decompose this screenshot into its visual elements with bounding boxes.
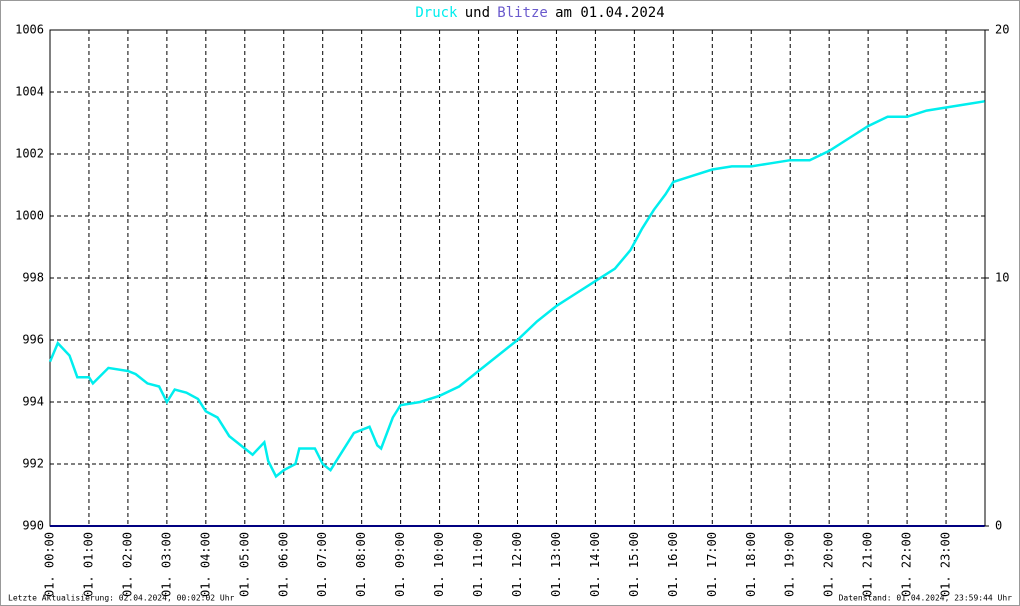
footer-left: Letzte Aktualisierung: 02.04.2024, 00:02…: [8, 594, 235, 603]
x-tick-label: 01. 19:00: [783, 532, 797, 597]
series-line: [48, 100, 985, 479]
x-tick-label: 01. 20:00: [822, 532, 836, 597]
x-tick-label: 01. 21:00: [861, 532, 875, 597]
y-tick-label: 1004: [15, 85, 44, 99]
x-tick-label: 01. 08:00: [354, 532, 368, 597]
x-tick-label: 01. 16:00: [666, 532, 680, 597]
title-date: am 01.04.2024: [555, 5, 665, 21]
y-tick-label: 992: [22, 457, 44, 471]
title-joiner: und: [465, 5, 490, 21]
x-tick-label: 01. 13:00: [549, 532, 563, 597]
x-tick-label: 01. 01:00: [81, 532, 95, 597]
x-tick-label: 01. 05:00: [237, 532, 251, 597]
x-tick-label: 01. 04:00: [198, 532, 212, 597]
y-tick-label: 994: [22, 395, 44, 409]
x-tick-label: 01. 12:00: [510, 532, 524, 597]
x-tick-label: 01. 02:00: [120, 532, 134, 597]
y-tick-label: 990: [22, 519, 44, 533]
x-tick-label: 01. 07:00: [315, 532, 329, 597]
x-tick-label: 01. 03:00: [159, 532, 173, 597]
x-tick-label: 01. 11:00: [471, 532, 485, 597]
x-tick-label: 01. 00:00: [43, 532, 57, 597]
x-tick-label: 01. 17:00: [705, 532, 719, 597]
chart-title: Druck und Blitze am 01.04.2024: [415, 5, 664, 21]
x-tick-label: 01. 09:00: [393, 532, 407, 597]
x-tick-label: 01. 14:00: [588, 532, 602, 597]
footer-right: Datenstand: 01.04.2024, 23:59:44 Uhr: [839, 594, 1013, 603]
x-tick-label: 01. 06:00: [276, 532, 290, 597]
y2-tick-label: 10: [995, 271, 1009, 285]
x-tick-label: 01. 18:00: [744, 532, 758, 597]
y-tick-label: 996: [22, 333, 44, 347]
y-tick-label: 998: [22, 271, 44, 285]
y-tick-label: 1000: [15, 209, 44, 223]
y2-tick-label: 20: [995, 23, 1009, 37]
y-tick-label: 1006: [15, 23, 44, 37]
x-tick-label: 01. 23:00: [939, 532, 953, 597]
x-tick-label: 01. 15:00: [627, 532, 641, 597]
x-tick-label: 01. 10:00: [432, 532, 446, 597]
y-tick-label: 1002: [15, 147, 44, 161]
title-series: Druck: [415, 5, 458, 21]
x-tick-label: 01. 22:00: [900, 532, 914, 597]
title-series: Blitze: [497, 5, 548, 21]
y2-tick-label: 0: [995, 519, 1002, 533]
